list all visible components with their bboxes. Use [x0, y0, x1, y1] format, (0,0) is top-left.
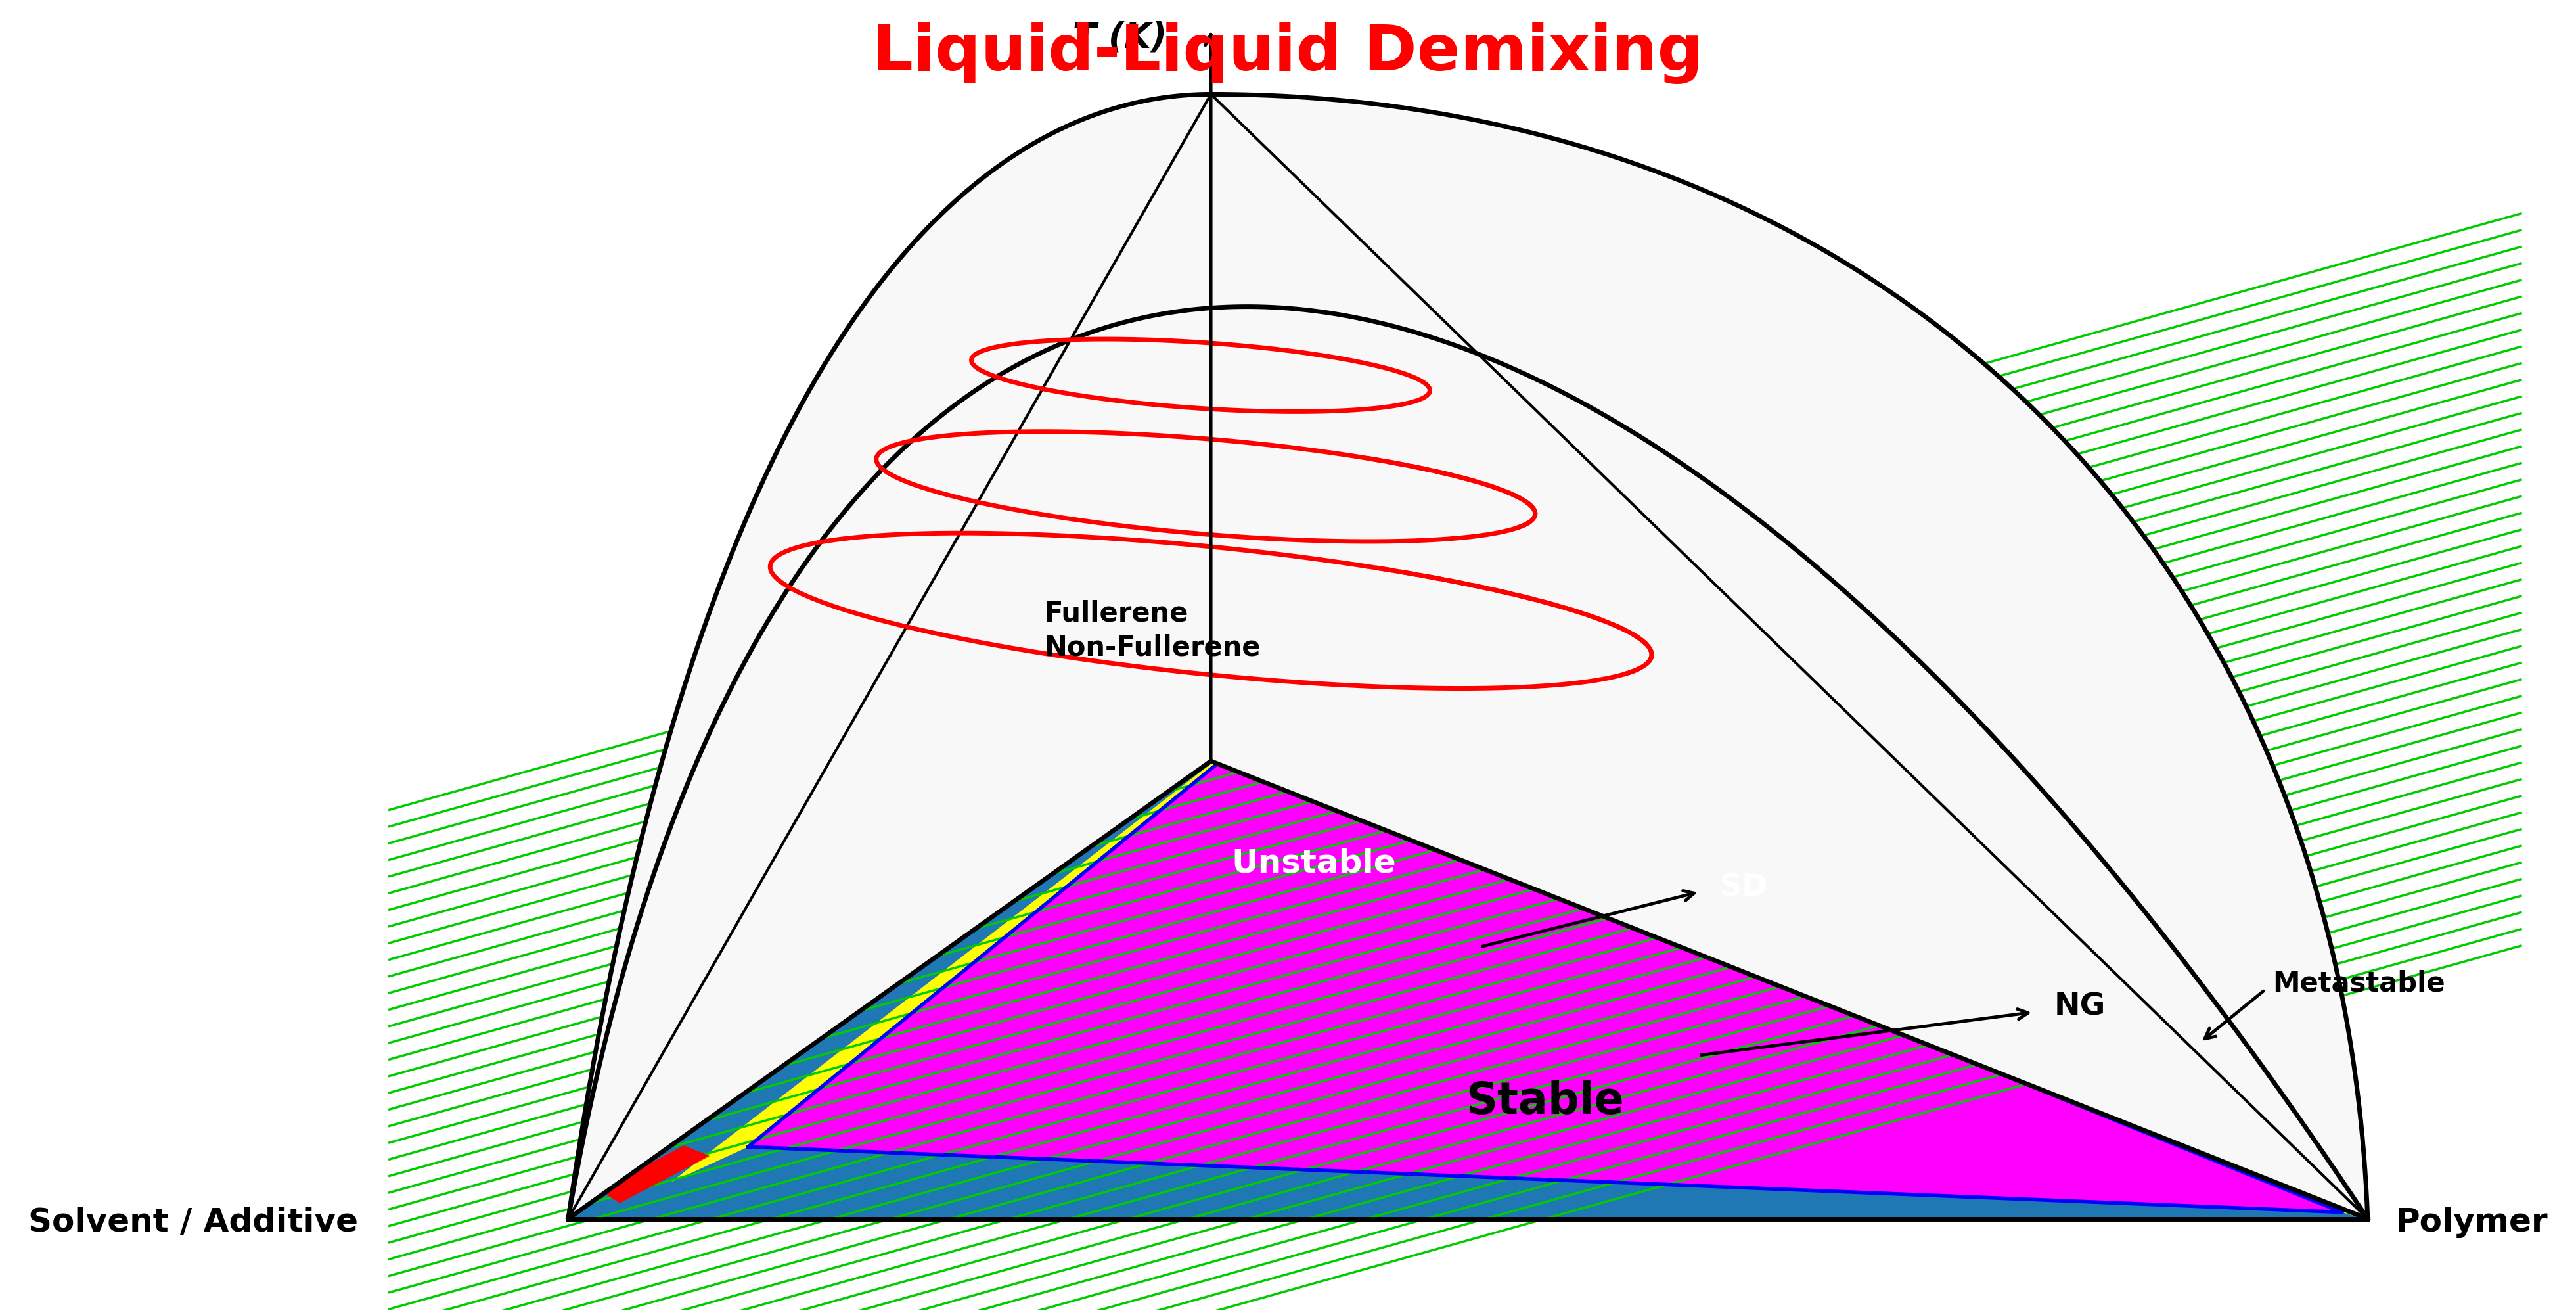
Text: Stable: Stable	[1466, 1081, 1623, 1124]
Polygon shape	[1211, 95, 2367, 1218]
Polygon shape	[747, 759, 2342, 1212]
Text: $\bfit{T}$ (K): $\bfit{T}$ (K)	[1072, 21, 1164, 55]
Polygon shape	[672, 759, 2354, 1216]
Polygon shape	[600, 1145, 708, 1203]
Polygon shape	[569, 762, 2367, 1218]
Text: NG: NG	[2053, 993, 2105, 1022]
Text: Polymer: Polymer	[2396, 1207, 2548, 1238]
Polygon shape	[569, 95, 1211, 1218]
Text: Unstable: Unstable	[1231, 847, 1396, 878]
Text: SD: SD	[1721, 873, 1767, 903]
Text: Liquid-Liquid Demixing: Liquid-Liquid Demixing	[873, 22, 1703, 84]
Text: Fullerene
Non-Fullerene: Fullerene Non-Fullerene	[1043, 600, 1260, 662]
Polygon shape	[569, 762, 2367, 1218]
Text: Metastable: Metastable	[2272, 969, 2445, 997]
Text: Solvent / Additive: Solvent / Additive	[28, 1207, 358, 1238]
Polygon shape	[569, 95, 1234, 1218]
Polygon shape	[1211, 95, 2367, 1218]
